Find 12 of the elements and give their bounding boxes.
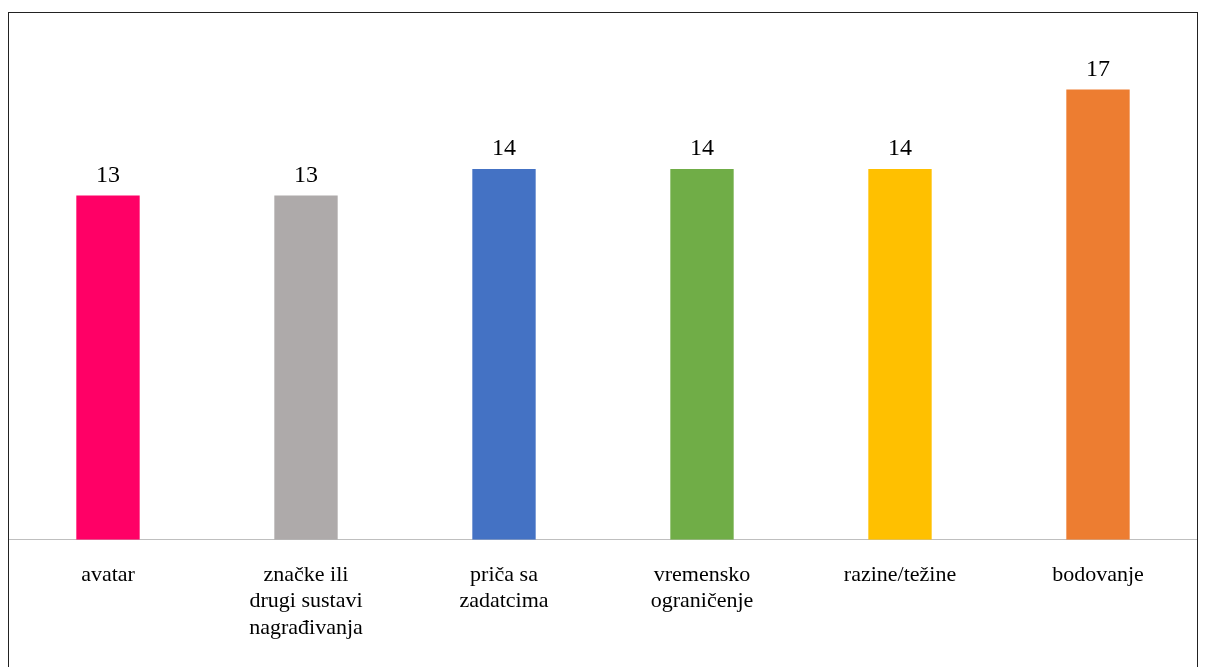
x-tick-label: bodovanje [1052,560,1144,586]
data-label: 13 [294,160,318,187]
data-label: 14 [492,134,516,161]
data-label: 13 [96,160,120,187]
x-tick-label: razine/težine [843,560,957,586]
x-tick-label: priča sa zadatcima [459,560,549,613]
data-label: 14 [888,134,912,161]
data-label: 17 [1086,54,1110,81]
x-tick-label: značke ili drugi sustavi nagrađivanja [249,560,364,639]
data-label: 14 [690,134,714,161]
x-tick-label: avatar [81,560,136,586]
x-tick-label: vremensko ograničenje [650,560,754,613]
